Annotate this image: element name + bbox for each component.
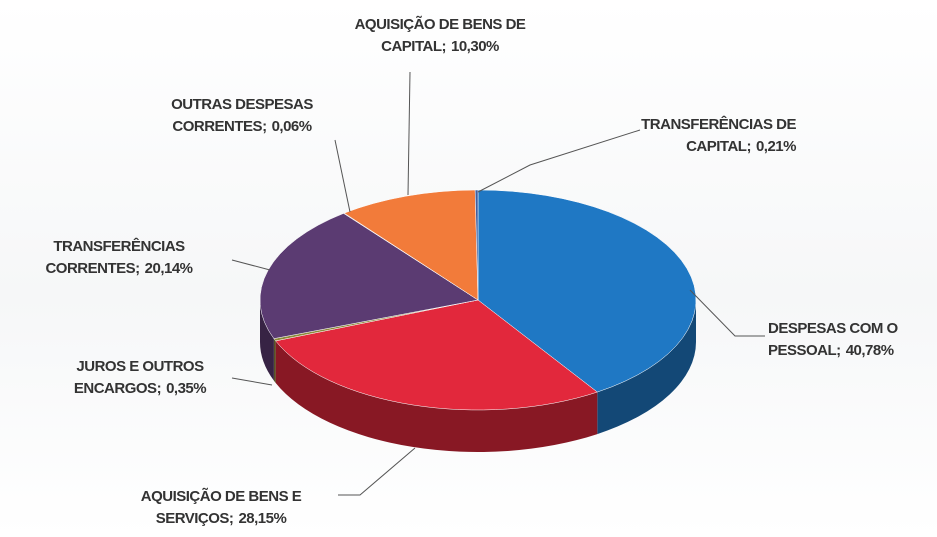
category-label: DESPESAS COM O PESSOAL; xyxy=(768,320,898,359)
slice-label: TRANSFERÊNCIAS DE CAPITAL; 0,21% xyxy=(592,114,796,158)
category-label: TRANSFERÊNCIAS CORRENTES; xyxy=(45,238,185,277)
leader-line xyxy=(338,447,416,496)
slice xyxy=(275,299,598,411)
leader-line xyxy=(407,71,411,196)
category-label: AQUISIÇÃO DE BENS DE CAPITAL; xyxy=(354,16,526,55)
category-label: OUTRAS DESPESAS CORRENTES; xyxy=(171,96,313,135)
slice-label: JUROS E OUTROS ENCARGOS; 0,35% xyxy=(50,356,230,400)
leader-line xyxy=(231,259,271,271)
slice-label: AQUISIÇÃO DE BENS E SERVIÇOS; 28,15% xyxy=(106,486,336,530)
slice-label: AQUISIÇÃO DE BENS DE CAPITAL; 10,30% xyxy=(342,14,538,58)
value-label: 28,15% xyxy=(238,510,287,527)
slice-label: DESPESAS COM O PESSOAL; 40,78% xyxy=(768,318,937,362)
slice-side xyxy=(275,340,598,452)
slice xyxy=(343,189,479,301)
slice-label: TRANSFERÊNCIAS CORRENTES; 20,14% xyxy=(8,236,230,280)
slice-label: OUTRAS DESPESAS CORRENTES; 0,06% xyxy=(148,94,336,138)
value-label: 10,30% xyxy=(451,38,499,55)
value-label: 0,35% xyxy=(166,380,207,397)
leader-line xyxy=(477,129,641,193)
value-label: 40,78% xyxy=(845,342,894,359)
slice xyxy=(474,189,479,301)
slice xyxy=(477,189,697,393)
value-label: 20,14% xyxy=(144,260,193,277)
category-label: TRANSFERÊNCIAS DE CAPITAL; xyxy=(641,116,796,155)
slice-side xyxy=(597,300,696,435)
slice xyxy=(259,213,479,339)
leader-line xyxy=(689,289,765,337)
category-label: JUROS E OUTROS ENCARGOS; xyxy=(73,358,204,397)
value-label: 0,06% xyxy=(271,118,313,135)
slice-side xyxy=(273,338,276,383)
leader-line xyxy=(231,377,273,386)
category-label: AQUISIÇÃO DE BENS E SERVIÇOS; xyxy=(140,488,302,527)
value-label: 0,21% xyxy=(755,138,797,155)
leader-line xyxy=(334,139,351,213)
